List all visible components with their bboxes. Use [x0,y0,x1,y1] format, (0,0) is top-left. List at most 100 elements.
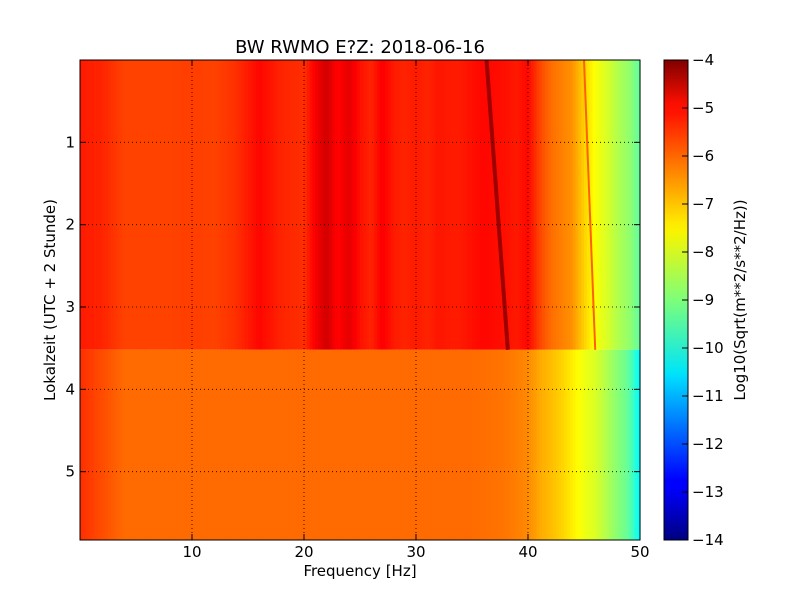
spectrum-column [99,60,103,350]
spectrum-column [393,349,397,540]
spectrum-column [231,349,235,540]
spectrum-column [220,60,224,350]
spectrum-column [497,349,501,540]
spectrum-column [141,60,145,350]
spectrum-column [444,349,448,540]
spectrum-column [556,349,560,540]
spectrum-column [88,60,92,350]
y-tick-label: 3 [65,298,75,316]
spectrum-column [572,349,577,540]
spectrum-column [578,60,582,350]
spectrum-column [334,349,339,540]
spectrum-column [155,349,159,540]
x-axis: 10 20 30 40 50 [182,60,650,561]
spectrum-column [267,60,271,350]
spectrum-column [390,60,395,350]
spectrum-column [536,60,540,350]
spectrum-column [486,349,490,540]
spectrum-column [306,349,311,540]
spectrum-column [110,349,115,540]
spectrum-column [603,60,607,350]
spectrum-column [578,349,582,540]
spectrum-column [617,60,621,350]
spectrum-column [452,60,456,350]
spectrum-column [239,349,243,540]
spectrum-column [295,349,299,540]
spectrum-column [329,349,333,540]
spectrum-column [620,349,624,540]
spectrum-column [606,349,610,540]
spectrum-column [614,349,619,540]
x-tick-label: 20 [294,543,313,561]
colorbar-ticks: −4 −5 −6 −7 −8 −9 −10 −11 −12 −13 −14 [682,51,724,549]
spectrum-column [91,349,95,540]
spectrum-column [110,60,115,350]
spectrum-column [379,349,383,540]
colorbar-tick-label: −11 [692,387,724,405]
spectrum-column [483,349,487,540]
y-tick-label: 1 [65,133,75,151]
spectrum-column [626,349,630,540]
spectrum-column [550,60,554,350]
colorbar-tick-label: −12 [692,435,724,453]
spectrum-column [410,60,414,350]
spectrum-column [581,60,585,350]
spectrum-column [547,60,551,350]
spectrum-column [155,60,159,350]
spectrum-column [102,60,106,350]
spectrum-column [192,60,196,350]
spectrum-column [388,349,392,540]
spectrum-column [136,349,140,540]
x-tick-label: 30 [406,543,425,561]
spectrum-column [424,349,428,540]
colorbar-tick-label: −10 [692,339,724,357]
spectrum-column [124,349,129,540]
spectrum-column [348,60,353,350]
spectrum-column [511,349,515,540]
spectrum-column [385,60,389,350]
spectrum-column [332,60,336,350]
spectrum-column [480,349,484,540]
spectrum-column [589,349,593,540]
spectrum-column [396,349,400,540]
chart-title: BW RWMO E?Z: 2018-06-16 [235,37,485,58]
spectrum-column [368,349,372,540]
spectrum-column [256,349,260,540]
spectrum-column [416,60,420,350]
spectrum-column [452,349,456,540]
spectrum-column [614,60,619,350]
spectrum-column [435,60,439,350]
spectrum-column [183,349,187,540]
spectrum-column [598,60,602,350]
spectrum-column [441,60,445,350]
spectrum-column [211,60,215,350]
spectrum-column [194,60,199,350]
spectrum-column [113,60,117,350]
spectrum-column [284,349,288,540]
spectrum-column [88,349,92,540]
spectrum-column [449,349,453,540]
spectrum-column [491,349,495,540]
spectrum-column [116,60,120,350]
spectrum-column [402,60,406,350]
spectrum-column [469,349,473,540]
spectrum-column [586,60,591,350]
drifting-line [583,59,597,350]
spectrum-column [626,60,630,350]
spectrum-column [82,349,87,540]
spectrum-column [169,349,173,540]
spectrum-column [382,349,386,540]
spectrum-column [564,60,568,350]
spectrum-column [558,60,563,350]
spectrum-column [158,60,162,350]
colorbar-tick-label: −6 [692,147,714,165]
spectrum-column [407,60,411,350]
spectrum-column [444,60,448,350]
spectrum-column [96,349,101,540]
spectrum-column [483,60,487,350]
spectrum-column [631,349,635,540]
spectrum-column [488,349,493,540]
spectrum-column [516,349,521,540]
spectrum-column [189,60,193,350]
spectrum-column [166,60,171,350]
